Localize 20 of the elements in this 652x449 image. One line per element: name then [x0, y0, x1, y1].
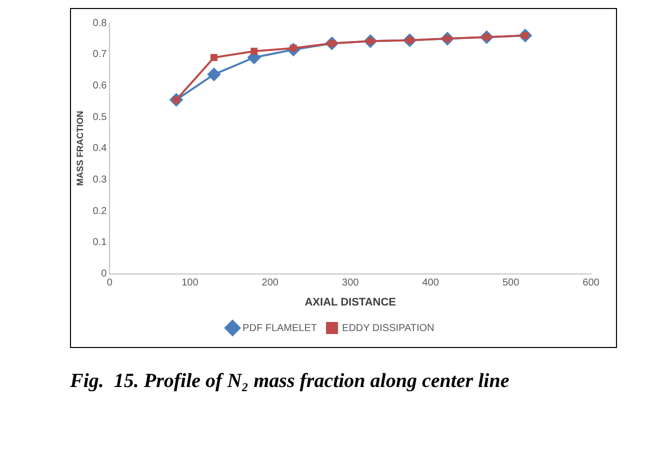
y-tick-label: 0.2	[92, 206, 108, 217]
y-tick-label: 0.6	[92, 80, 108, 92]
y-tick-label: 0.3	[92, 174, 108, 186]
x-tick-label: 300	[342, 278, 360, 289]
y-tick-label: 0.4	[92, 143, 108, 154]
caption: Fig. 15. Profile of N₂ mass fraction along center line	[70, 370, 510, 393]
x-tick-label: 600	[582, 278, 600, 289]
y-tick-label: 0	[101, 268, 108, 280]
y-tick-label: 0.1	[92, 237, 108, 248]
x-tick-label: 500	[502, 278, 520, 289]
legend-label: EDDY DISSIPATION	[342, 322, 434, 334]
y-axis-title: MASS FRACTION	[74, 110, 85, 186]
x-axis-title: AXIAL DISTANCE	[304, 296, 396, 308]
x-tick-label: 100	[182, 278, 199, 289]
x-tick-label: 200	[262, 278, 279, 289]
x-tick-label: 400	[422, 278, 440, 289]
y-tick-label: 0.7	[92, 49, 108, 60]
legend-label: PDF FLAMELET	[242, 322, 318, 334]
y-tick-label: 0.8	[92, 18, 108, 29]
y-tick-label: 0.5	[92, 112, 108, 123]
